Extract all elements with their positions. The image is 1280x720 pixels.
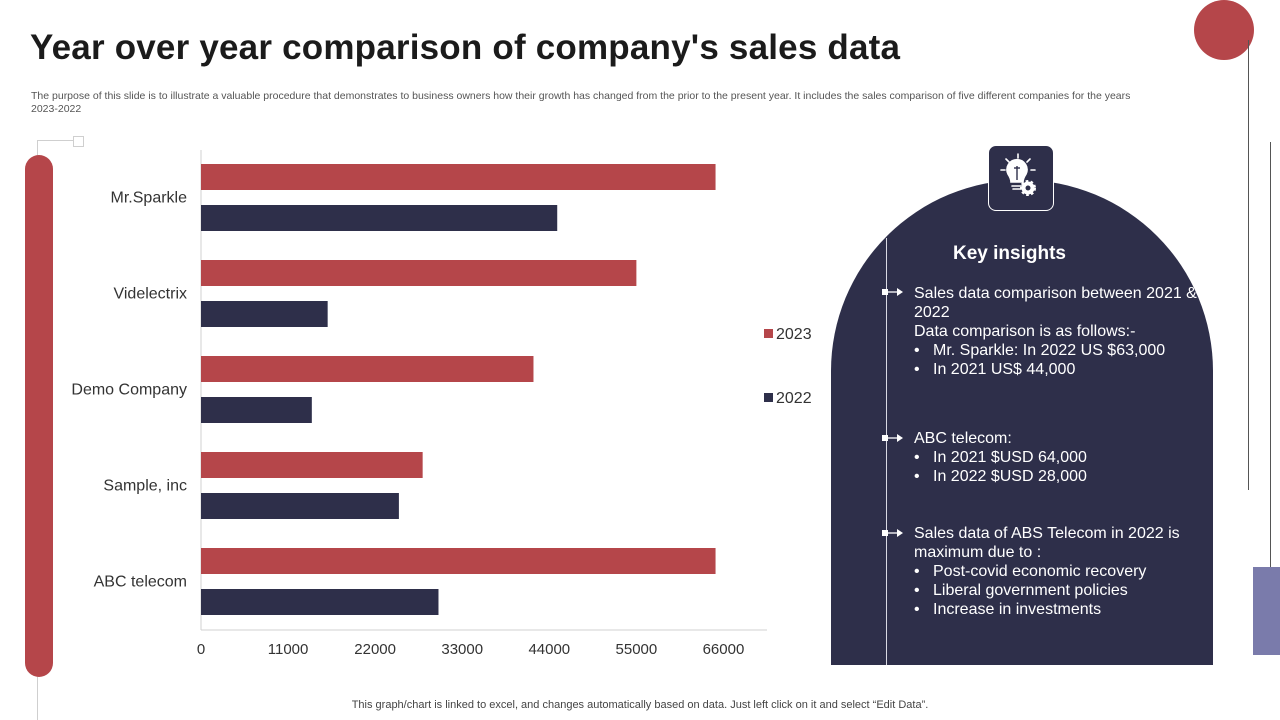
decorative-red-pill [25,155,53,677]
x-tick-label: 22000 [354,641,396,658]
insight-line: Sales data of ABS Telecom in 2022 is max… [914,525,1180,561]
legend-swatch-2023 [764,329,773,338]
decorative-right-line-2 [1270,142,1271,572]
bar-2022-demo-company[interactable] [201,397,312,423]
chart-legend: 2023 2022 [764,326,812,407]
bars-layer [200,150,767,631]
decorative-left-connector [37,140,73,141]
legend-label-2022: 2022 [776,390,812,407]
bar-2023-abc-telecom[interactable] [201,548,716,574]
insight-bullet: In 2021 $USD 64,000 [914,448,1204,467]
x-tick-label: 33000 [441,641,483,658]
insight-bullet: Liberal government policies [914,581,1204,600]
x-axis-ticks: 0 11000 22000 33000 44000 55000 66000 [197,641,744,658]
category-labels: Mr.Sparkle Videlectrix Demo Company Sample,… [71,190,187,591]
insight-line: ABC telecom: [914,430,1012,447]
insights-timeline-line [886,238,887,665]
x-tick-label: 66000 [703,641,745,658]
slide-subtitle: The purpose of this slide is to illustra… [31,90,1131,115]
bar-2022-sample-inc[interactable] [201,493,399,519]
bullet-arrow-icon [882,288,903,296]
x-tick-label: 0 [197,641,205,658]
insight-block-abc-telecom: ABC telecom: In 2021 $USD 64,000 In 2022… [914,429,1204,486]
category-label: Demo Company [71,382,187,399]
insight-line: Data comparison is as follows:- [914,323,1136,340]
bar-2023-sample-inc[interactable] [201,452,423,478]
decorative-purple-rect [1253,567,1280,655]
key-insights-title: Key insights [953,243,1066,264]
footer-note: This graph/chart is linked to excel, and… [351,699,929,711]
x-tick-label: 44000 [528,641,570,658]
bullet-arrow-icon [882,529,903,537]
insight-bullet: Mr. Sparkle: In 2022 US $63,000 [914,341,1204,360]
insight-bullet: In 2021 US$ 44,000 [914,360,1204,379]
bar-2022-mr-sparkle[interactable] [201,205,558,231]
bar-2023-demo-company[interactable] [201,356,534,382]
insight-bullet: Post-covid economic recovery [914,562,1204,581]
category-label: Mr.Sparkle [111,190,188,207]
category-label: Videlectrix [113,286,187,303]
decorative-red-circle [1194,0,1254,60]
lightbulb-gear-icon [988,145,1054,211]
insight-line: Sales data comparison between 2021 & 202… [914,285,1197,321]
bar-2023-mr-sparkle[interactable] [201,164,716,190]
insight-block-abs-telecom-reasons: Sales data of ABS Telecom in 2022 is max… [914,524,1204,619]
bar-2022-videlectrix[interactable] [201,301,328,327]
legend-label-2023: 2023 [776,326,812,343]
slide-title: Year over year comparison of company's s… [30,28,901,67]
insight-bullet: Increase in investments [914,600,1204,619]
bullet-arrow-icon [882,434,903,442]
decorative-right-line [1248,40,1249,490]
category-label: Sample, inc [103,478,187,495]
decorative-left-square [73,136,84,147]
insight-block-sales-comparison: Sales data comparison between 2021 & 202… [914,284,1204,379]
insight-bullet: In 2022 $USD 28,000 [914,467,1204,486]
bar-2023-videlectrix[interactable] [201,260,637,286]
bar-2022-abc-telecom[interactable] [201,589,439,615]
x-tick-label: 55000 [616,641,658,658]
bar-chart[interactable]: Mr.Sparkle Videlectrix Demo Company Sample,… [0,0,820,700]
x-tick-label: 11000 [268,641,309,658]
legend-swatch-2022 [764,393,773,402]
category-label: ABC telecom [94,574,187,591]
